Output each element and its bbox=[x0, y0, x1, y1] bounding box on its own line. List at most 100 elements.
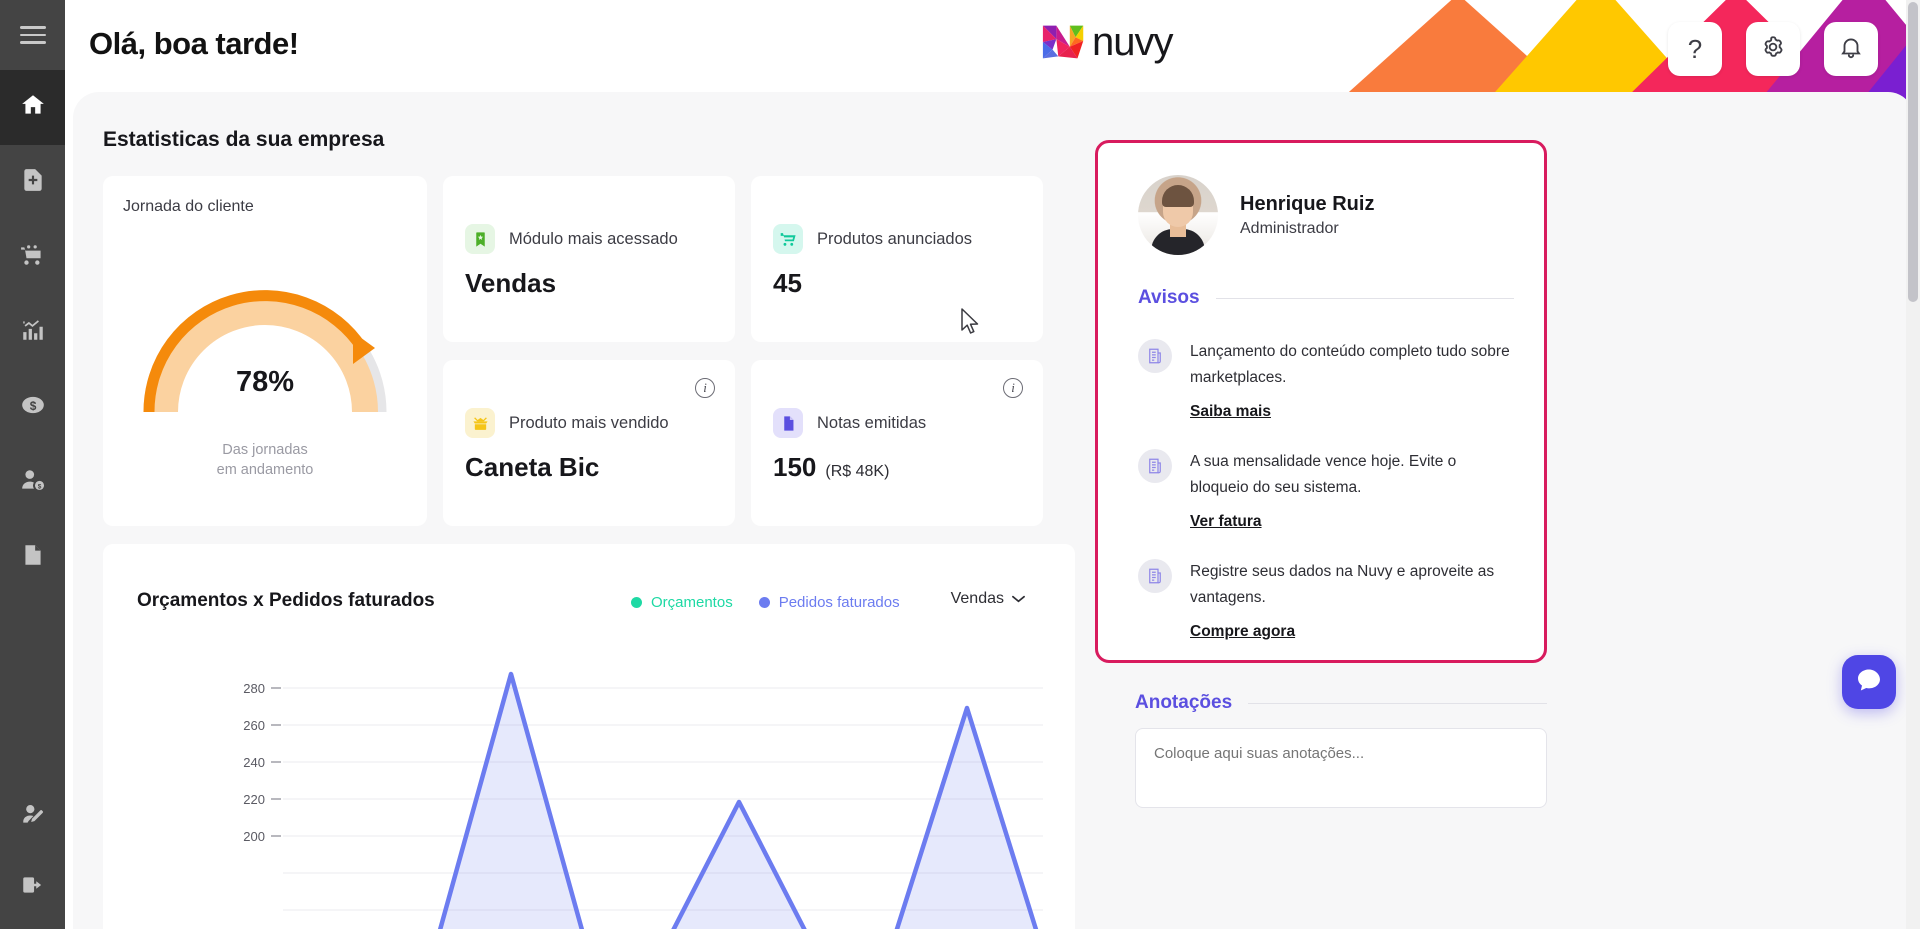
notice-item: A sua mensalidade vence hoje. Evite o bl… bbox=[1138, 449, 1518, 531]
svg-text:220: 220 bbox=[243, 792, 265, 807]
notices-title: Avisos bbox=[1138, 287, 1200, 308]
legend-label: Orçamentos bbox=[651, 594, 733, 611]
notice-link[interactable]: Saiba mais bbox=[1190, 403, 1271, 420]
sidebar-item-reports[interactable] bbox=[0, 295, 65, 370]
info-icon[interactable]: i bbox=[1003, 378, 1023, 398]
card-value: Vendas bbox=[465, 268, 556, 299]
best-selling-product-card[interactable]: i Produto mais vendido Caneta Bic bbox=[443, 360, 735, 526]
hamburger-icon bbox=[19, 26, 46, 44]
card-value-main: Vendas bbox=[465, 268, 557, 298]
notice-item: Lançamento do conteúdo completo tudo sob… bbox=[1138, 339, 1518, 421]
shopping-cart-icon bbox=[20, 242, 46, 273]
shopping-cart-icon bbox=[773, 224, 803, 254]
sidebar-item-menu-toggle[interactable] bbox=[0, 0, 65, 70]
series-pedidos-faturados-area bbox=[440, 674, 1036, 929]
section-title: Estatisticas da sua empresa bbox=[103, 128, 385, 151]
bell-icon bbox=[1838, 34, 1864, 65]
news-document-icon bbox=[1138, 559, 1172, 593]
legend-dot bbox=[758, 597, 770, 608]
notices-panel: Henrique Ruiz Administrador Avisos bbox=[1095, 140, 1547, 663]
svg-text:$: $ bbox=[29, 399, 36, 413]
chart-title: Orçamentos x Pedidos faturados bbox=[137, 590, 435, 611]
gauge-subtitle: Das jornadas em andamento bbox=[103, 440, 427, 480]
header-actions: ? bbox=[1668, 22, 1878, 76]
legend-label: Pedidos faturados bbox=[778, 594, 900, 611]
chart-filter-dropdown[interactable]: Vendas bbox=[951, 590, 1025, 608]
chat-bubble-icon bbox=[1855, 666, 1883, 699]
file-icon bbox=[20, 542, 46, 573]
journey-gauge bbox=[143, 290, 387, 413]
sidebar-item-purchases[interactable] bbox=[0, 220, 65, 295]
legend-item-orcamentos[interactable]: Orçamentos bbox=[631, 594, 733, 611]
profile-name: Henrique Ruiz bbox=[1240, 192, 1375, 215]
user-edit-icon bbox=[20, 801, 46, 832]
sidebar-item-home[interactable] bbox=[0, 70, 65, 145]
notice-link[interactable]: Ver fatura bbox=[1190, 513, 1262, 530]
most-accessed-module-card[interactable]: Módulo mais acessado Vendas bbox=[443, 176, 735, 342]
card-value-main: 45 bbox=[773, 268, 802, 298]
gauge-subtitle-line1: Das jornadas bbox=[222, 442, 308, 458]
svg-text:260: 260 bbox=[243, 718, 265, 733]
top-header: Olá, boa tarde! nuvy bbox=[65, 0, 1920, 100]
sidebar-item-new-document[interactable] bbox=[0, 145, 65, 220]
sidebar-item-customers[interactable]: $ bbox=[0, 445, 65, 520]
profile-role: Administrador bbox=[1240, 219, 1339, 237]
area-chart: 280 260 240 220 200 bbox=[243, 671, 1043, 929]
card-label: Módulo mais acessado bbox=[509, 229, 678, 248]
open-box-icon bbox=[465, 408, 495, 438]
page-scrollbar[interactable] bbox=[1906, 0, 1920, 929]
annotations-input[interactable] bbox=[1135, 728, 1547, 808]
notice-item: Registre seus dados na Nuvy e aproveite … bbox=[1138, 559, 1518, 641]
scrollbar-thumb[interactable] bbox=[1908, 2, 1918, 302]
advertised-products-card[interactable]: Produtos anunciados 45 bbox=[751, 176, 1043, 342]
invoice-document-icon bbox=[773, 408, 803, 438]
card-value: Caneta Bic bbox=[465, 452, 599, 483]
chevron-down-icon bbox=[1012, 595, 1025, 603]
nuvy-logo-icon bbox=[1042, 25, 1084, 59]
settings-button[interactable] bbox=[1746, 22, 1800, 76]
notice-link[interactable]: Compre agora bbox=[1190, 623, 1296, 640]
stage: Olá, boa tarde! nuvy bbox=[65, 0, 1920, 929]
customer-journey-card: Jornada do cliente 78% Das jornadas em a… bbox=[103, 176, 427, 526]
card-value-main: 150 bbox=[773, 452, 817, 482]
notice-text: A sua mensalidade vence hoje. Evite o bl… bbox=[1190, 453, 1457, 496]
legend-item-pedidos-faturados[interactable]: Pedidos faturados bbox=[758, 594, 900, 611]
main-panel: Estatisticas da sua empresa Jornada do c… bbox=[73, 92, 1914, 929]
notice-text: Registre seus dados na Nuvy e aproveite … bbox=[1190, 563, 1495, 606]
svg-text:$: $ bbox=[37, 484, 41, 491]
notifications-button[interactable] bbox=[1824, 22, 1878, 76]
user-dollar-icon: $ bbox=[20, 467, 46, 498]
svg-text:280: 280 bbox=[243, 681, 265, 696]
chart-plot-area: 280 260 240 220 200 bbox=[103, 652, 1075, 929]
sidebar-item-finance[interactable]: $ bbox=[0, 370, 65, 445]
bookmark-star-icon bbox=[465, 224, 495, 254]
invoices-issued-card[interactable]: i Notas emitidas 150 (R$ 48K) bbox=[751, 360, 1043, 526]
chat-widget-button[interactable] bbox=[1842, 655, 1896, 709]
chart-legend: Orçamentos Pedidos faturados bbox=[631, 594, 900, 611]
card-label: Produtos anunciados bbox=[817, 229, 973, 248]
brand-wordmark: nuvy bbox=[1092, 19, 1173, 64]
info-icon[interactable]: i bbox=[695, 378, 715, 398]
avatar bbox=[1138, 175, 1218, 255]
dollar-coin-icon: $ bbox=[20, 392, 46, 423]
question-mark-icon: ? bbox=[1687, 34, 1703, 64]
notices-header: Avisos bbox=[1138, 287, 1514, 309]
sidebar-item-logout[interactable] bbox=[0, 854, 65, 929]
chart-filter-value: Vendas bbox=[950, 590, 1004, 607]
user-profile: Henrique Ruiz Administrador bbox=[1138, 175, 1374, 255]
news-document-icon bbox=[1138, 449, 1172, 483]
card-label: Notas emitidas bbox=[817, 413, 927, 432]
gauge-subtitle-line2: em andamento bbox=[216, 462, 314, 478]
card-value-main: Caneta Bic bbox=[465, 452, 600, 482]
series-pedidos-faturados-line bbox=[437, 671, 1039, 929]
sidebar-item-profile-edit[interactable] bbox=[0, 779, 65, 854]
divider bbox=[1248, 702, 1547, 704]
gauge-value: 78% bbox=[235, 366, 295, 398]
card-label: Produto mais vendido bbox=[509, 413, 669, 432]
help-button[interactable]: ? bbox=[1668, 22, 1722, 76]
document-plus-icon bbox=[20, 167, 46, 198]
sidebar-item-files[interactable] bbox=[0, 520, 65, 595]
gear-icon bbox=[1760, 34, 1786, 65]
sidebar: $ $ bbox=[0, 0, 65, 929]
